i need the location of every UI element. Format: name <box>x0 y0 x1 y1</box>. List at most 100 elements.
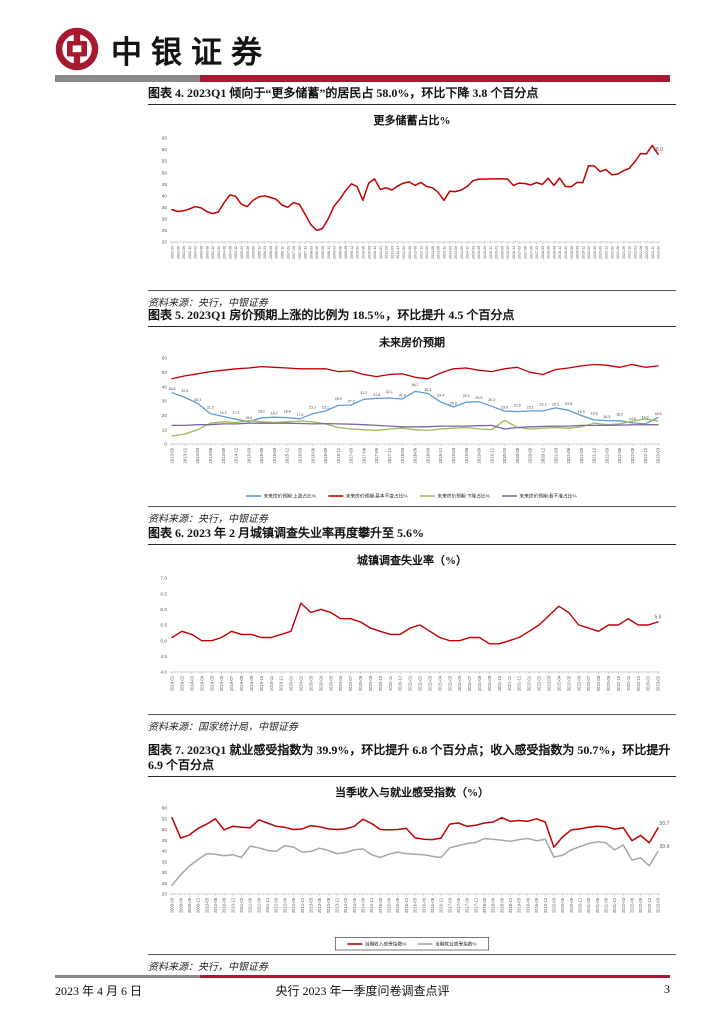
svg-text:30: 30 <box>162 870 168 876</box>
figure-5-source-note: 资料来源：央行，中银证券 <box>148 506 676 525</box>
svg-text:2019-06: 2019-06 <box>570 246 574 259</box>
svg-text:2009-03: 2009-03 <box>170 897 175 913</box>
svg-text:21.2: 21.2 <box>207 405 214 409</box>
svg-text:2020-02: 2020-02 <box>299 675 304 691</box>
svg-text:2010-12: 2010-12 <box>373 246 377 259</box>
svg-text:45: 45 <box>162 182 168 188</box>
svg-text:31.4: 31.4 <box>399 393 406 397</box>
svg-text:2013-09: 2013-09 <box>170 447 175 463</box>
svg-text:2011-06: 2011-06 <box>248 897 253 913</box>
svg-text:2002-03: 2002-03 <box>171 246 175 259</box>
svg-text:2018-12: 2018-12 <box>558 246 562 259</box>
svg-text:2014-06: 2014-06 <box>352 897 357 913</box>
svg-text:2015-12: 2015-12 <box>489 246 493 259</box>
svg-text:6.5: 6.5 <box>160 591 167 597</box>
svg-text:2021-02: 2021-02 <box>418 675 423 691</box>
svg-text:2020-09: 2020-09 <box>368 675 373 691</box>
svg-text:2018-03: 2018-03 <box>400 447 405 463</box>
svg-text:2017-06: 2017-06 <box>524 246 528 259</box>
svg-text:2021-08: 2021-08 <box>477 675 482 691</box>
figure-6-section: 图表 6. 2023 年 2 月城镇调查失业率再度攀升至 5.6% 城镇调查失业… <box>148 526 676 733</box>
svg-text:2021-12: 2021-12 <box>628 246 632 259</box>
svg-text:55: 55 <box>162 159 168 165</box>
svg-text:2022-12: 2022-12 <box>647 897 652 913</box>
svg-text:2009-12: 2009-12 <box>350 246 354 259</box>
svg-text:2007-12: 2007-12 <box>304 246 308 259</box>
svg-text:2006-03: 2006-03 <box>263 246 267 259</box>
svg-text:19.2: 19.2 <box>220 411 227 415</box>
figure-7-chart-title: 当季收入与就业感受指数（%） <box>335 787 489 799</box>
svg-text:23.5: 23.5 <box>565 402 572 406</box>
svg-text:2011-12: 2011-12 <box>265 897 270 913</box>
svg-text:2015-09: 2015-09 <box>483 246 487 259</box>
svg-text:2014-06: 2014-06 <box>454 246 458 259</box>
svg-text:31.2: 31.2 <box>360 391 367 395</box>
svg-text:17.6: 17.6 <box>296 413 303 417</box>
svg-text:2013-03: 2013-03 <box>309 897 314 913</box>
svg-text:2007-06: 2007-06 <box>292 246 296 259</box>
svg-text:2023-03: 2023-03 <box>656 897 661 913</box>
svg-text:60: 60 <box>162 147 168 153</box>
svg-text:2020-07: 2020-07 <box>348 675 353 691</box>
svg-text:2021-06: 2021-06 <box>566 447 571 463</box>
svg-text:50: 50 <box>162 170 168 176</box>
svg-text:2005-06: 2005-06 <box>246 246 250 259</box>
svg-text:2012-12: 2012-12 <box>300 897 305 913</box>
svg-text:2015-03: 2015-03 <box>246 447 251 463</box>
svg-text:2004-12: 2004-12 <box>234 246 238 259</box>
svg-text:2013-03: 2013-03 <box>425 246 429 259</box>
svg-text:2021-05: 2021-05 <box>447 675 452 691</box>
svg-text:2016-12: 2016-12 <box>439 897 444 913</box>
svg-text:2022-06: 2022-06 <box>617 447 622 463</box>
svg-text:26.9: 26.9 <box>335 397 342 401</box>
svg-text:2020-10: 2020-10 <box>378 675 383 691</box>
svg-text:2016-06: 2016-06 <box>500 246 504 259</box>
svg-text:2019-09: 2019-09 <box>576 246 580 259</box>
svg-text:2012-09: 2012-09 <box>414 246 418 259</box>
svg-text:23.1: 23.1 <box>527 405 534 409</box>
svg-text:25: 25 <box>162 228 168 234</box>
header-rule-red <box>200 75 670 82</box>
svg-text:当期收入感受指数%: 当期收入感受指数% <box>365 941 407 948</box>
svg-text:16.2: 16.2 <box>616 413 623 417</box>
svg-text:2016-09: 2016-09 <box>506 246 510 259</box>
svg-text:2019-09: 2019-09 <box>477 447 482 463</box>
figure-5-heading: 图表 5. 2023Q1 房价预期上涨的比例为 18.5%，环比提升 4.5 个… <box>148 308 676 327</box>
figure-4-source-note: 资料来源：央行，中银证券 <box>148 290 676 309</box>
svg-text:2021-03: 2021-03 <box>428 675 433 691</box>
svg-text:27.2: 27.2 <box>348 399 355 403</box>
footer-doc-title: 央行 2023 年一季度问卷调查点评 <box>275 983 450 998</box>
header-rule <box>55 75 670 82</box>
svg-text:2002-12: 2002-12 <box>188 246 192 259</box>
svg-text:2005-12: 2005-12 <box>257 246 261 259</box>
svg-text:30: 30 <box>162 399 168 405</box>
svg-text:2007-09: 2007-09 <box>298 246 302 259</box>
svg-text:2019-10: 2019-10 <box>259 675 264 691</box>
svg-text:2019-05: 2019-05 <box>209 675 214 691</box>
svg-text:2023-02: 2023-02 <box>656 675 661 691</box>
svg-text:2022-09: 2022-09 <box>630 447 635 463</box>
svg-text:2020-12: 2020-12 <box>398 675 403 691</box>
svg-text:2016-03: 2016-03 <box>298 447 303 463</box>
svg-text:2009-06: 2009-06 <box>178 897 183 913</box>
svg-text:2010-03: 2010-03 <box>356 246 360 259</box>
svg-text:14.8: 14.8 <box>629 417 636 421</box>
svg-text:2020-03: 2020-03 <box>587 246 591 259</box>
svg-text:2019-01: 2019-01 <box>170 675 175 691</box>
svg-text:2021-09: 2021-09 <box>487 675 492 691</box>
svg-text:2021-03: 2021-03 <box>553 447 558 463</box>
figure-4-heading: 图表 4. 2023Q1 倾向于“更多储蓄”的居民占 58.0%，环比下降 3.… <box>148 86 676 105</box>
svg-text:16.8: 16.8 <box>591 412 598 416</box>
svg-text:2014-03: 2014-03 <box>448 246 452 259</box>
svg-text:2011-09: 2011-09 <box>391 246 395 259</box>
svg-text:2011-12: 2011-12 <box>396 246 400 259</box>
svg-text:2013-06: 2013-06 <box>317 897 322 913</box>
svg-text:2016-12: 2016-12 <box>512 246 516 259</box>
svg-text:2013-12: 2013-12 <box>443 246 447 259</box>
svg-text:2022-07: 2022-07 <box>586 675 591 691</box>
svg-text:2020-03: 2020-03 <box>502 447 507 463</box>
svg-text:2016-06: 2016-06 <box>310 447 315 463</box>
svg-text:2017-09: 2017-09 <box>529 246 533 259</box>
